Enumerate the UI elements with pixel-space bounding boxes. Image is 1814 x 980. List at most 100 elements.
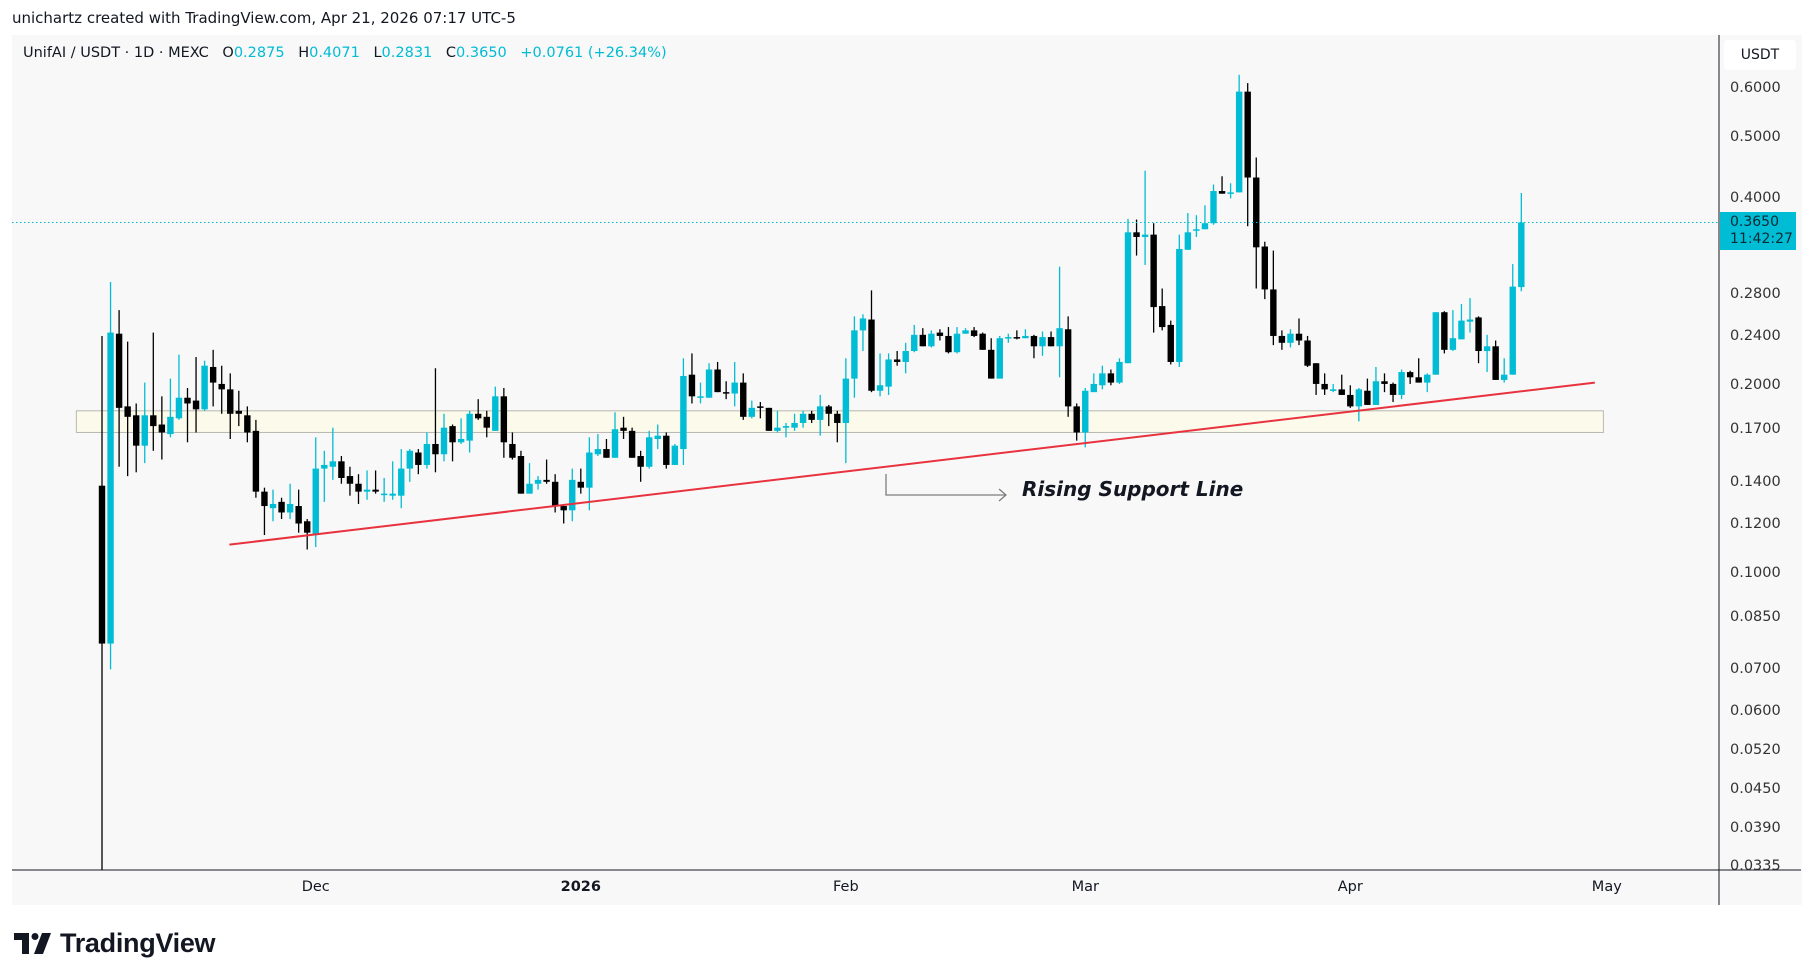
candle [1235, 74, 1243, 193]
price-tick-label: 0.1400 [1730, 473, 1781, 490]
candle [569, 468, 576, 522]
candle [1099, 365, 1106, 390]
open-label: O [222, 45, 234, 61]
candle [372, 470, 379, 494]
price-tick-label: 0.0850 [1730, 608, 1781, 625]
candle [389, 461, 396, 500]
candle [1227, 183, 1234, 199]
time-tick-label: Apr [1337, 879, 1363, 895]
candle [1355, 388, 1363, 422]
candle [286, 483, 294, 520]
candle [628, 427, 636, 458]
candle [970, 327, 978, 338]
candle [1073, 403, 1080, 441]
candle-body [304, 521, 311, 533]
time-tick-label: Feb [833, 879, 859, 895]
candle-body [1056, 328, 1063, 347]
candle [1449, 310, 1457, 352]
candle-body [1415, 377, 1422, 383]
candle-body [1424, 374, 1431, 383]
candle [705, 363, 713, 398]
candle [1466, 298, 1474, 333]
candle [893, 351, 901, 366]
candle [329, 427, 337, 480]
candle-body [919, 334, 926, 347]
candle-body [1133, 232, 1140, 237]
last-price: 0.3650 [1730, 214, 1779, 230]
candle [1518, 192, 1525, 292]
candle-body [911, 334, 918, 352]
candle [150, 332, 157, 451]
candle-body [1039, 337, 1046, 347]
candle-body [1449, 338, 1457, 350]
open-value: 0.2875 [233, 45, 285, 61]
candle-body [996, 338, 1003, 379]
candle [962, 328, 969, 334]
tradingview-logo[interactable]: TradingView [14, 928, 216, 959]
candle [184, 388, 191, 443]
candle [415, 449, 422, 475]
candle-body [1398, 372, 1405, 395]
candle-body [569, 479, 576, 511]
candle [902, 342, 909, 374]
candle-body [1099, 373, 1106, 386]
currency-button[interactable]: USDT [1724, 40, 1796, 70]
candle [1509, 264, 1516, 375]
price-tick-label: 0.0450 [1730, 780, 1781, 797]
candle [304, 519, 311, 550]
candle [722, 381, 730, 400]
candle [1124, 218, 1132, 364]
candle-body [124, 406, 131, 417]
candle-body [637, 456, 644, 467]
candle-body [380, 493, 388, 496]
candle [765, 407, 773, 431]
candle-body [1022, 335, 1029, 339]
candle-body [646, 437, 653, 467]
candle [449, 424, 456, 462]
candle [466, 410, 473, 453]
candle-body [235, 410, 242, 414]
candle [1210, 184, 1217, 225]
candle-body [492, 396, 499, 431]
candle [748, 400, 755, 419]
candle [1090, 373, 1097, 393]
candle-body [1116, 361, 1123, 383]
symbol-legend: UnifAI / USDT · 1D · MEXC O0.2875 H0.407… [23, 45, 667, 61]
candle [398, 449, 405, 509]
candle-body [261, 491, 268, 507]
candle [269, 489, 277, 522]
candle [842, 358, 850, 464]
candle-body [560, 506, 567, 511]
candle-body [791, 422, 798, 428]
candle-body [509, 443, 516, 458]
candle-body [1432, 312, 1439, 375]
candle-body [893, 359, 901, 362]
candle-body [945, 335, 952, 353]
candle-body [817, 406, 824, 420]
candle-body [722, 392, 730, 394]
candle-body [654, 435, 661, 439]
candle-body [457, 438, 465, 443]
time-tick-label: 2026 [560, 879, 601, 895]
candle [500, 388, 508, 458]
candle-body [355, 483, 362, 492]
candle [663, 432, 670, 469]
candle [509, 432, 516, 460]
candle-body [1466, 319, 1474, 322]
candle [637, 450, 644, 482]
candle [261, 487, 268, 536]
candle-body [1159, 306, 1166, 328]
candle [885, 353, 892, 395]
price-tick-label: 0.0700 [1730, 661, 1781, 678]
candle-body [680, 375, 687, 450]
annotation-arrow-icon [885, 474, 1007, 502]
candle [1381, 373, 1388, 393]
candle [1193, 215, 1200, 237]
candle [740, 373, 747, 420]
candle [1406, 370, 1414, 384]
candle [1441, 311, 1448, 354]
candle-body [1501, 374, 1508, 380]
candle [603, 438, 610, 458]
candle-body [1381, 381, 1388, 384]
